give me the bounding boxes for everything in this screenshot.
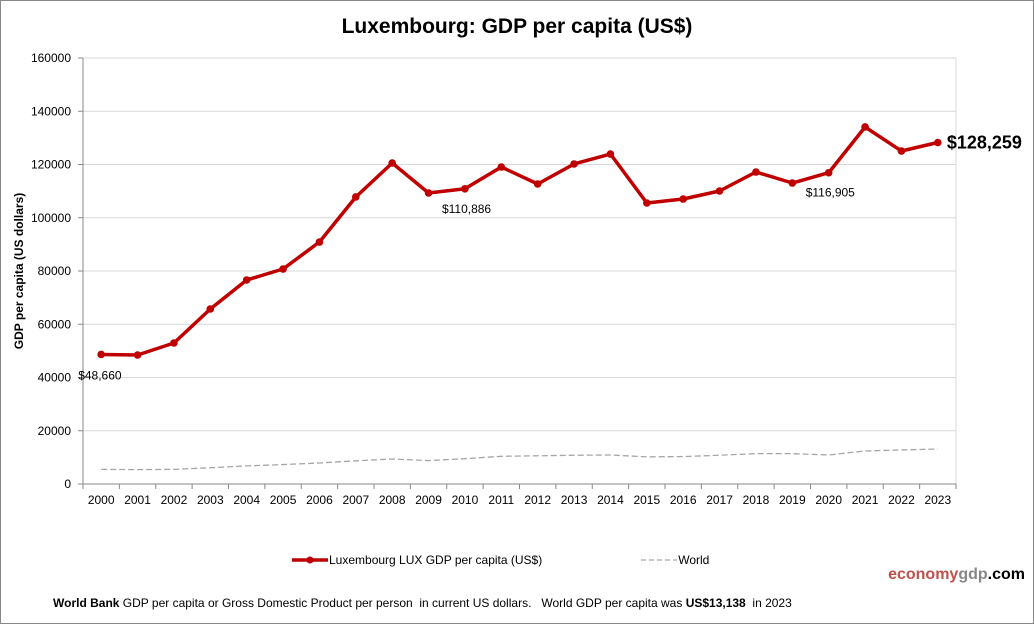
y-tick-label: 60000 (38, 317, 72, 331)
data-point-luxembourg (206, 305, 215, 313)
series-line-world (101, 448, 938, 471)
x-tick-label: 2004 (233, 493, 260, 507)
legend-label: World (678, 553, 710, 567)
data-point-luxembourg (97, 350, 105, 359)
brand-part: gdp (958, 566, 988, 583)
series-line-luxembourg (101, 125, 939, 357)
legend-item-world[interactable]: World (640, 553, 709, 567)
legend-line-marker-icon (292, 556, 328, 564)
x-tick-label: 2015 (633, 493, 660, 507)
data-point-luxembourg (497, 163, 506, 171)
data-label: $116,905 (806, 186, 855, 200)
x-tick-label: 2018 (743, 493, 770, 507)
x-tick-label: 2017 (706, 493, 733, 507)
footer-value: US$13,138 (685, 596, 746, 610)
data-point-luxembourg (679, 195, 687, 203)
data-point-luxembourg (170, 339, 178, 347)
data-point-luxembourg (352, 193, 360, 201)
data-label: $110,886 (442, 202, 491, 216)
x-tick-label: 2008 (379, 493, 406, 507)
y-tick-label: 80000 (38, 264, 72, 278)
x-tick-label: 2021 (852, 493, 879, 507)
x-tick-label: 2001 (124, 493, 151, 507)
data-point-luxembourg (897, 147, 906, 155)
chart-title: Luxembourg: GDP per capita (US$) (341, 15, 693, 38)
line-chart: 0 20000 40000 60000 80000 100000 120000 140000 1… (12, 51, 1022, 507)
footer-text: GDP per capita or Gross Domestic Product… (119, 596, 686, 610)
data-label: $48,660 (78, 368, 122, 382)
data-point-luxembourg (133, 351, 142, 359)
x-tick-label: 2020 (815, 493, 842, 507)
y-tick-label: 160000 (31, 51, 71, 65)
data-point-luxembourg (752, 168, 760, 176)
footer-note: World Bank GDP per capita or Gross Domes… (53, 596, 792, 610)
data-point-luxembourg (606, 150, 615, 158)
y-tick-label: 100000 (31, 211, 71, 225)
data-point-luxembourg (715, 187, 724, 195)
y-tick-label: 0 (64, 477, 71, 491)
x-tick-label: 2023 (924, 493, 951, 507)
data-point-luxembourg (643, 199, 651, 207)
data-point-luxembourg (315, 238, 324, 246)
footer-source: World Bank (53, 596, 120, 610)
x-tick-label: 2006 (306, 493, 333, 507)
y-axis-label: GDP per capita (US dollars) (12, 193, 26, 350)
data-point-luxembourg (424, 189, 433, 197)
y-tick-label: 120000 (31, 158, 71, 172)
x-tick-label: 2005 (270, 493, 297, 507)
x-tick-label: 2012 (524, 493, 551, 507)
data-point-luxembourg (824, 168, 833, 177)
y-tick-label: 40000 (38, 371, 72, 385)
x-tick-label: 2019 (779, 493, 806, 507)
brand-part: economy (888, 566, 959, 583)
data-point-luxembourg (788, 179, 797, 187)
data-point-luxembourg (279, 265, 287, 273)
x-tick-label: 2011 (488, 493, 514, 507)
data-point-luxembourg (861, 123, 869, 131)
x-tick-label: 2010 (452, 493, 479, 507)
legend-item-luxembourg[interactable]: Luxembourg LUX GDP per capita (US$) (291, 553, 542, 567)
x-tick-label: 2016 (670, 493, 697, 507)
data-point-luxembourg (461, 184, 469, 193)
data-point-luxembourg (388, 159, 396, 167)
x-tick-label: 2014 (597, 493, 624, 507)
x-tick-label: 2002 (161, 493, 188, 507)
data-label-latest: $128,259 (947, 133, 1022, 153)
brand-logo: economygdp.com (888, 566, 1025, 584)
legend-label: Luxembourg LUX GDP per capita (US$) (329, 553, 543, 567)
x-tick-label: 2009 (415, 493, 442, 507)
x-tick-label: 2000 (88, 493, 115, 507)
legend-dash-icon (641, 559, 678, 561)
footer-tail: in 2023 (745, 596, 792, 610)
x-tick-label: 2007 (342, 493, 369, 507)
y-tick-label: 20000 (38, 424, 72, 438)
x-tick-label: 2013 (561, 493, 588, 507)
brand-part: .com (987, 566, 1025, 583)
data-point-luxembourg (533, 180, 542, 188)
data-point-luxembourg (570, 160, 578, 168)
legend: Luxembourg LUX GDP per capita (US$) Worl… (291, 553, 807, 567)
x-tick-label: 2022 (888, 493, 915, 507)
y-tick-label: 140000 (31, 104, 71, 118)
data-point-luxembourg (934, 138, 942, 147)
x-tick-label: 2003 (197, 493, 224, 507)
data-point-luxembourg (242, 276, 251, 284)
